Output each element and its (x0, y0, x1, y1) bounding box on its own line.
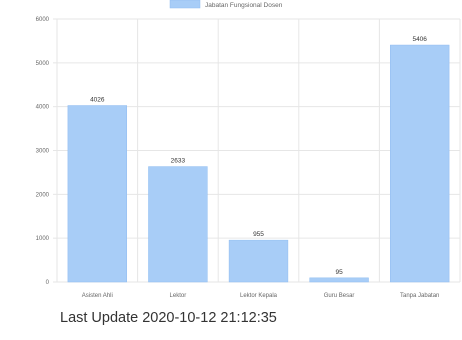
x-tick-label: Guru Besar (324, 293, 355, 299)
y-tick-label: 5000 (36, 61, 50, 67)
x-tick-label: Lektor (170, 293, 187, 299)
data-label: 5406 (412, 36, 427, 43)
y-tick-label: 4000 (36, 105, 50, 111)
y-axis-ticks: 0 1000 2000 3000 4000 5000 6000 (36, 17, 50, 286)
x-tick-label: Lektor Kepala (240, 293, 278, 299)
bar[interactable] (67, 105, 127, 283)
bar[interactable] (228, 239, 289, 283)
bars (67, 44, 450, 283)
y-tick-label: 1000 (36, 236, 50, 242)
data-label: 95 (335, 269, 343, 276)
bar[interactable] (390, 44, 450, 283)
legend-swatch (169, 0, 201, 9)
data-label: 955 (253, 231, 264, 238)
data-label: 4026 (90, 97, 105, 104)
data-label: 2633 (171, 158, 186, 165)
legend[interactable]: Jabatan Fungsional Dosen (169, 0, 283, 9)
y-tick-label: 3000 (36, 149, 50, 155)
x-axis-ticks: Asisten Ahli Lektor Lektor Kepala Guru Besa… (82, 293, 440, 299)
x-tick-label: Tanpa Jabatan (400, 293, 439, 299)
bar[interactable] (148, 166, 208, 283)
y-tick-label: 0 (46, 280, 50, 286)
legend-label: Jabatan Fungsional Dosen (205, 2, 283, 9)
y-tick-label: 2000 (36, 192, 50, 198)
bar-chart: Jabatan Fungsional Dosen 0 1000 2000 3000 40… (36, 0, 461, 299)
bar[interactable] (309, 277, 369, 283)
x-tick-label: Asisten Ahli (82, 293, 113, 299)
data-labels: 4026 2633 955 95 5406 (90, 36, 427, 276)
y-tick-label: 6000 (36, 17, 50, 23)
last-update-text: Last Update 2020-10-12 21:12:35 (60, 310, 277, 326)
